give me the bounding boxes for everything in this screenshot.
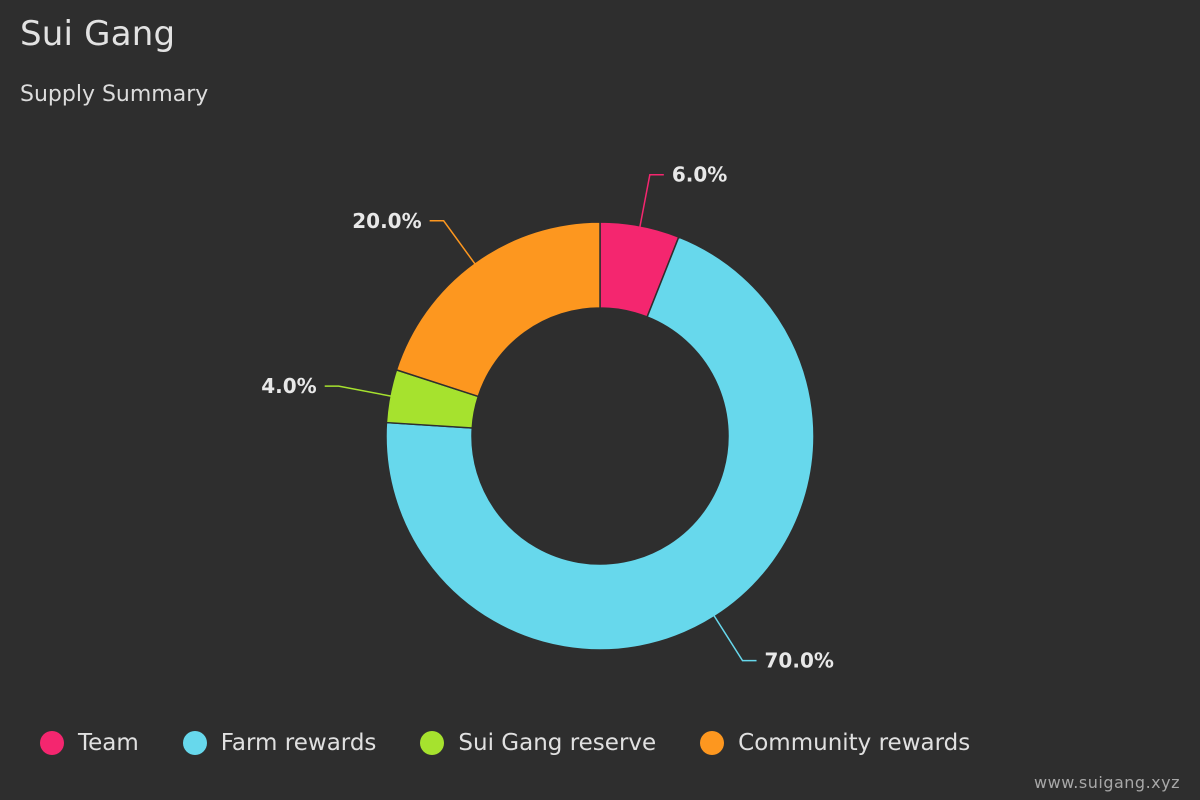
- leader-line: [429, 220, 479, 269]
- leader-line: [710, 611, 757, 662]
- chart-title: Sui Gang: [20, 14, 176, 54]
- slice-community-rewards[interactable]: [395, 221, 601, 398]
- legend-label: Community rewards: [738, 730, 971, 756]
- legend-label: Team: [78, 730, 139, 756]
- chart-subtitle: Supply Summary: [20, 82, 209, 107]
- slice-label: 4.0%: [261, 374, 316, 398]
- legend-label: Farm rewards: [220, 730, 377, 756]
- legend-label: Sui Gang reserve: [458, 730, 657, 756]
- slice-farm-rewards[interactable]: [385, 236, 815, 651]
- slice-label: 6.0%: [672, 163, 727, 187]
- legend-swatch: [420, 731, 445, 755]
- legend-item-community-rewards[interactable]: Community rewards: [700, 730, 970, 756]
- slice-label: 70.0%: [765, 649, 834, 673]
- leader-line: [324, 385, 396, 398]
- leader-line: [638, 173, 664, 232]
- legend-item-farm-rewards[interactable]: Farm rewards: [182, 730, 377, 756]
- legend-item-team[interactable]: Team: [40, 730, 139, 756]
- chart-legend: Team Farm rewards Sui Gang reserve Commu…: [40, 730, 1014, 756]
- legend-swatch: [182, 731, 207, 755]
- legend-swatch: [40, 731, 64, 755]
- legend-item-sui-gang-reserve[interactable]: Sui Gang reserve: [420, 730, 656, 756]
- watermark-url: www.suigang.xyz: [1034, 773, 1180, 792]
- slice-label: 20.0%: [352, 209, 421, 233]
- legend-swatch: [700, 731, 725, 755]
